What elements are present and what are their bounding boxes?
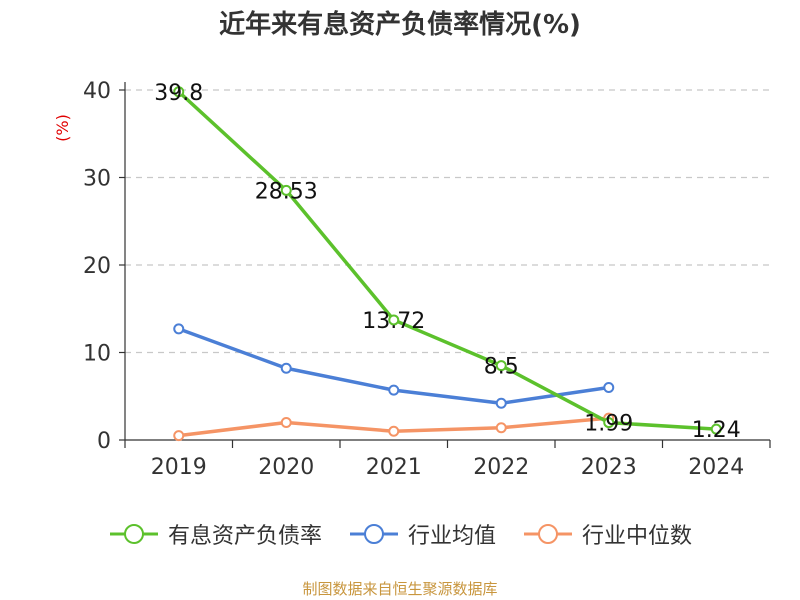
series-layer	[173, 86, 722, 442]
legend-swatch	[349, 524, 398, 544]
data-point	[173, 430, 185, 442]
data-label: 28.53	[255, 179, 318, 204]
data-point	[173, 323, 185, 335]
data-point	[280, 417, 292, 428]
data-label: 13.72	[362, 309, 425, 334]
label-layer: 39.8 28.53 13.72 8.5 1.99 1.24	[154, 81, 740, 443]
x-tick-label: 2019	[151, 455, 207, 480]
axis-layer: 0 10 20 30 40 (%) 2019 2020 2021 2022 2023 2024	[53, 79, 771, 480]
data-point	[280, 362, 292, 374]
source-note: 制图数据来自恒生聚源数据库	[302, 580, 498, 598]
grid-layer	[125, 89, 770, 354]
data-point	[388, 314, 400, 326]
data-point	[495, 422, 507, 434]
data-point	[388, 384, 400, 396]
legend-label: 行业中位数	[582, 524, 693, 549]
x-tick-label: 2022	[473, 455, 529, 480]
data-point	[173, 86, 185, 98]
y-tick-label: 20	[83, 254, 111, 279]
legend-swatch	[524, 524, 572, 544]
legend-label: 有息资产负债率	[167, 524, 322, 549]
series-line	[177, 90, 717, 431]
data-point	[388, 425, 400, 437]
x-tick-label: 2020	[258, 455, 314, 480]
y-axis-label: (%)	[53, 114, 72, 142]
legend-item[interactable]: 有息资产负债率	[108, 518, 322, 550]
data-label: 8.5	[484, 355, 519, 380]
legend: 有息资产负债率 行业均值 行业中位数	[0, 518, 800, 550]
data-point	[280, 184, 292, 196]
legend-item[interactable]: 行业均值	[348, 518, 496, 550]
x-tick-label: 2021	[366, 455, 422, 480]
chart-title: 近年来有息资产负债率情况(%)	[219, 10, 581, 40]
y-tick-label: 30	[83, 167, 111, 192]
x-tick-label: 2024	[688, 455, 744, 480]
data-point	[603, 382, 615, 393]
legend-label: 行业均值	[407, 524, 496, 549]
y-tick-label: 40	[83, 79, 111, 104]
data-point	[710, 423, 722, 435]
data-label: 1.99	[584, 412, 633, 437]
y-tick-label: 10	[83, 342, 111, 367]
data-point	[495, 397, 507, 409]
y-tick-label: 0	[97, 429, 111, 454]
data-label: 39.8	[154, 81, 203, 106]
x-tick-label: 2023	[581, 455, 637, 480]
data-point	[495, 360, 507, 372]
legend-swatch	[109, 524, 158, 544]
legend-item[interactable]: 行业中位数	[522, 518, 692, 550]
data-label: 1.24	[692, 418, 741, 443]
data-point	[603, 417, 615, 429]
